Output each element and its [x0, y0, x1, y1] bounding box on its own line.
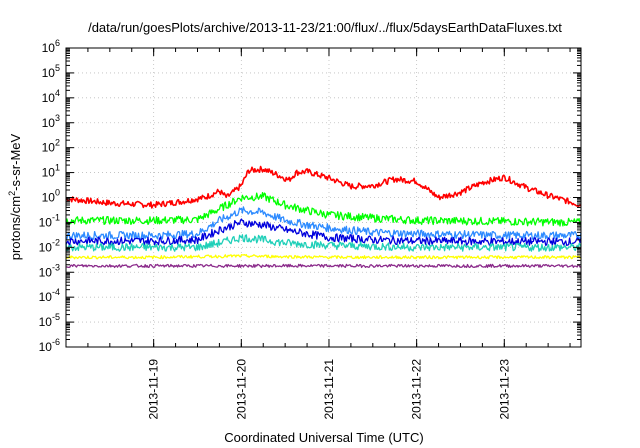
y-tick-label: 104 — [42, 88, 60, 105]
y-tick-exponent: -5 — [52, 312, 60, 322]
y-axis-label-rest: -s-sr-MeV — [8, 133, 23, 190]
y-tick-base: 10 — [39, 240, 53, 254]
y-tick-base: 10 — [39, 315, 53, 329]
tick-labels: 10-610-510-410-310-210-11001011021031041… — [39, 38, 512, 420]
x-tick-label: 2013-11-21 — [322, 359, 336, 420]
y-tick-exponent: -2 — [52, 237, 60, 247]
y-tick-label: 10-4 — [39, 287, 60, 304]
y-axis-label-exponent: 2 — [7, 191, 17, 196]
grid-lines — [66, 48, 581, 347]
y-tick-base: 10 — [42, 41, 56, 55]
y-tick-exponent: -1 — [52, 212, 60, 222]
plot-area-frame — [65, 47, 582, 348]
y-tick-base: 10 — [39, 215, 53, 229]
y-tick-label: 103 — [42, 113, 60, 130]
y-tick-base: 10 — [42, 116, 56, 130]
y-tick-base: 10 — [42, 141, 56, 155]
y-tick-exponent: -6 — [52, 337, 60, 347]
x-tick-label: 2013-11-22 — [410, 359, 424, 420]
x-tick-label: 2013-11-20 — [234, 359, 248, 420]
y-tick-base: 10 — [42, 91, 56, 105]
y-tick-exponent: -4 — [52, 287, 60, 297]
y-tick-label: 102 — [42, 138, 60, 155]
y-tick-label: 10-3 — [39, 262, 60, 279]
series-line — [65, 206, 582, 241]
axis-ticks — [66, 47, 581, 348]
y-tick-label: 105 — [42, 63, 60, 80]
y-tick-exponent: 0 — [55, 188, 60, 198]
y-tick-label: 10-5 — [39, 312, 60, 329]
y-tick-label: 101 — [42, 163, 60, 180]
chart-title: /data/run/goesPlots/archive/2013-11-23/2… — [88, 20, 562, 35]
y-axis-label: protons/cm2-s-sr-MeV — [7, 133, 23, 260]
series-line — [65, 165, 582, 209]
y-tick-base: 10 — [42, 66, 56, 80]
y-tick-exponent: 2 — [55, 138, 60, 148]
y-tick-exponent: 5 — [55, 63, 60, 73]
y-tick-base: 10 — [42, 166, 56, 180]
x-axis-label: Coordinated Universal Time (UTC) — [224, 430, 423, 445]
y-tick-base: 10 — [42, 191, 56, 205]
y-tick-label: 100 — [42, 188, 60, 205]
y-tick-label: 10-1 — [39, 212, 60, 229]
y-tick-exponent: 3 — [55, 113, 60, 123]
y-tick-exponent: 1 — [55, 163, 60, 173]
x-tick-label: 2013-11-19 — [147, 359, 161, 420]
y-tick-base: 10 — [39, 290, 53, 304]
y-tick-label: 10-2 — [39, 237, 60, 254]
series-line — [65, 191, 582, 227]
series-line — [65, 263, 582, 269]
y-tick-exponent: 6 — [55, 38, 60, 48]
x-tick-label: 2013-11-23 — [497, 359, 511, 420]
series-line — [65, 218, 582, 247]
data-series — [65, 165, 582, 269]
y-tick-exponent: -3 — [52, 262, 60, 272]
series-line — [65, 234, 582, 252]
y-tick-label: 10-6 — [39, 337, 60, 354]
y-tick-base: 10 — [39, 340, 53, 354]
y-tick-exponent: 4 — [55, 88, 60, 98]
y-tick-label: 106 — [42, 38, 60, 55]
y-tick-base: 10 — [39, 265, 53, 279]
y-axis-label-base: protons/cm — [8, 196, 23, 260]
series-line — [65, 253, 582, 260]
